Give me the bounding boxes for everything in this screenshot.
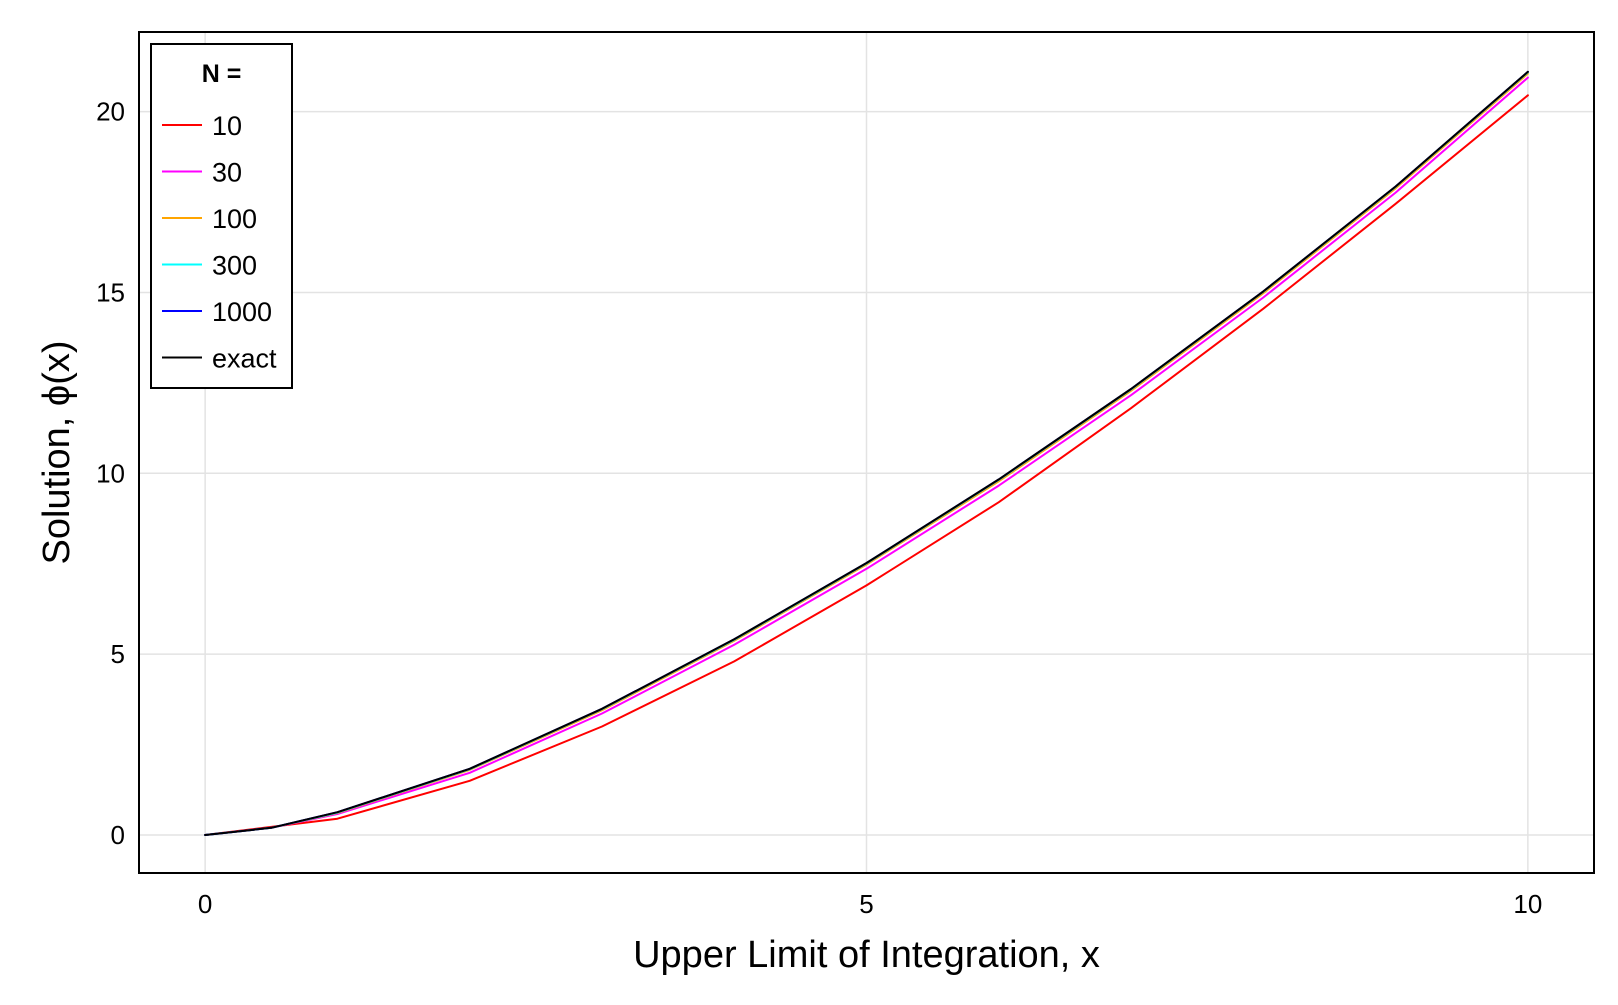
legend-label: 300 [212,251,257,281]
x-tick-label: 5 [859,889,873,919]
legend-label: exact [212,344,277,374]
legend-label: 10 [212,111,242,141]
legend-item-1000: 1000 [162,297,272,327]
y-tick-label: 20 [96,97,125,127]
series-line-10 [204,94,1529,836]
grid-layer [139,32,1594,873]
legend-label: 1000 [212,297,272,327]
legend: N = 10 30 100 300 1000 exact [150,43,293,389]
legend-label: 30 [212,158,242,188]
y-tick-label: 5 [111,639,125,669]
y-tick-label: 15 [96,277,125,307]
legend-item-10: 10 [162,111,242,141]
series-layer [204,70,1529,836]
y-tick-label: 0 [111,820,125,850]
plot-frame [138,31,1595,874]
y-axis-title: Solution, ϕ(x) [36,340,78,564]
legend-item-300: 300 [162,251,257,281]
legend-item-exact: exact [162,344,277,374]
legend-title: N = [202,60,242,88]
legend-item-100: 100 [162,204,257,234]
y-tick-label: 10 [96,458,125,488]
legend-box [150,43,293,389]
legend-item-30: 30 [162,158,242,188]
x-tick-label: 0 [198,889,212,919]
x-tick-label: 10 [1513,889,1542,919]
legend-items: 10 30 100 300 1000 exact [162,111,277,374]
legend-label: 100 [212,204,257,234]
x-axis-title: Upper Limit of Integration, x [633,934,1100,976]
series-line-exact [204,70,1529,836]
